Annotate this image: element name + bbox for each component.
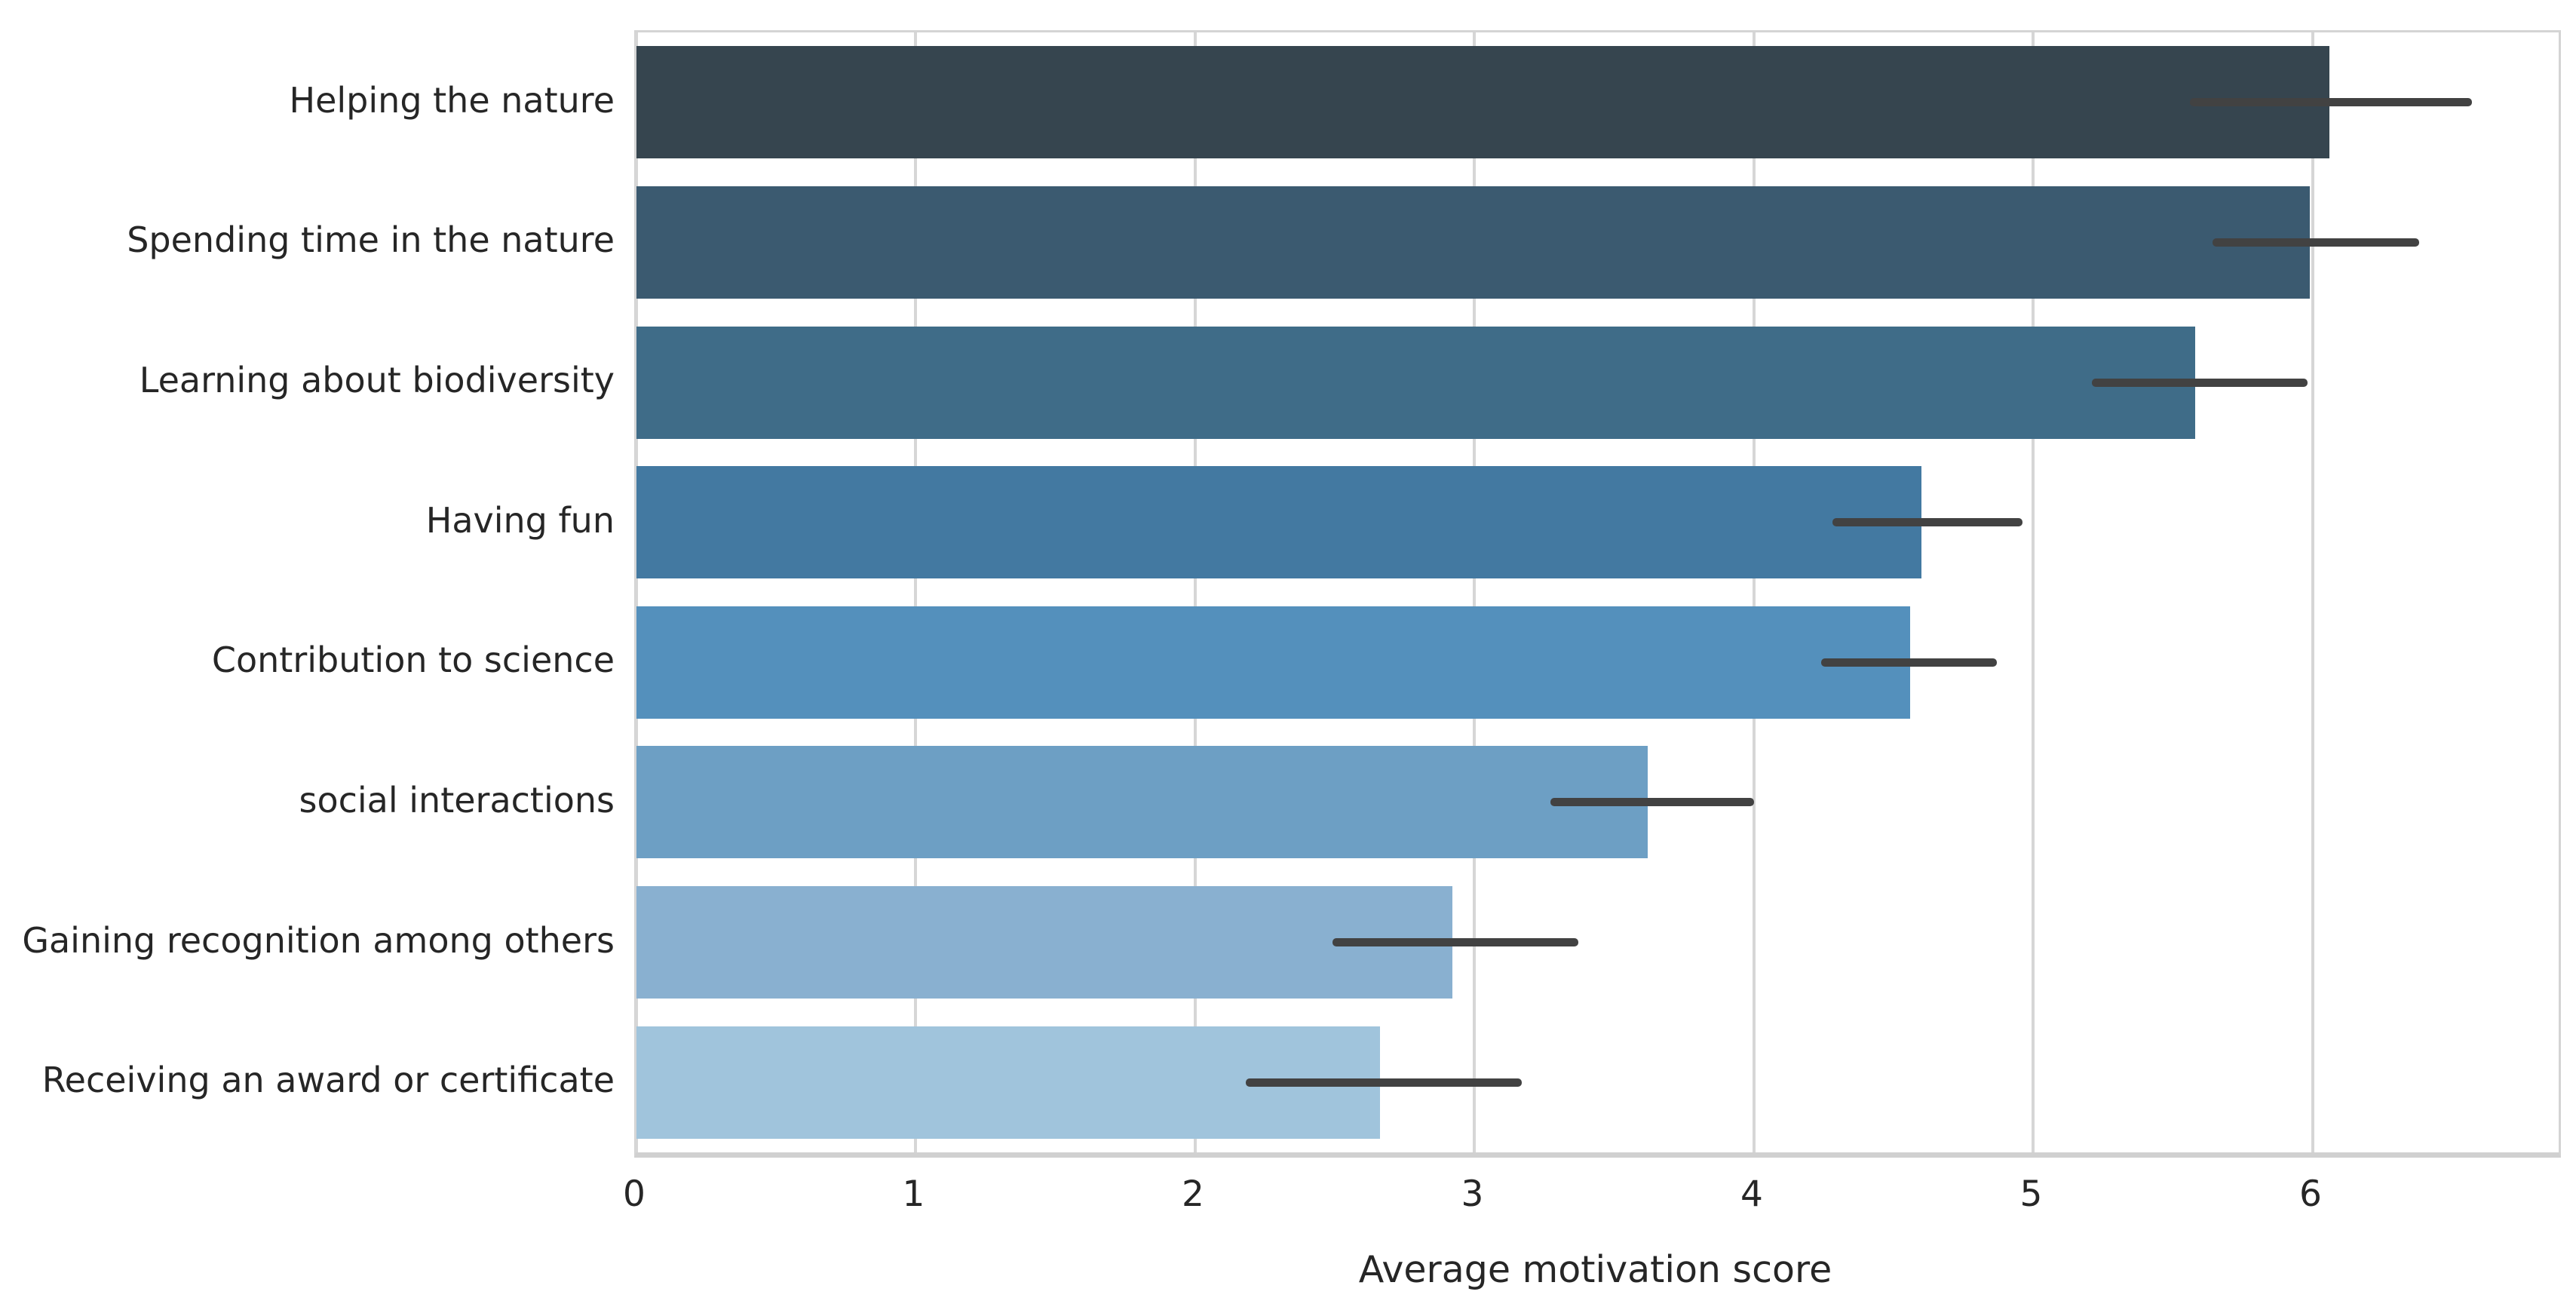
bar [636,606,1911,719]
error-bar [2212,238,2419,247]
x-tick-label: 3 [1461,1173,1484,1215]
bar [636,746,1648,859]
y-axis-label: Contribution to science [211,640,615,681]
x-tick-label: 0 [623,1173,646,1215]
error-bar [2092,378,2308,387]
x-axis-title: Average motivation score [1358,1248,1832,1291]
y-axis-label: Helping the nature [289,79,615,121]
gridline-x0 [635,32,638,1152]
x-tick-label: 4 [1740,1173,1763,1215]
gridline-x2 [1193,32,1197,1152]
x-tick-label: 1 [902,1173,925,1215]
error-bar [1332,938,1578,947]
gridline-x4 [1752,32,1756,1152]
bar-row [636,46,2559,159]
bar [636,186,2311,299]
error-bar [2189,98,2473,107]
gridline-x1 [914,32,918,1152]
bar [636,326,2196,439]
bar-row [636,886,2559,999]
y-axis-label: Learning about biodiversity [139,360,615,401]
gridline-x5 [2032,32,2035,1152]
error-bar [1550,798,1754,807]
bar-row [636,746,2559,859]
y-axis-label: Having fun [425,499,615,541]
y-axis-label: Gaining recognition among others [22,919,615,961]
y-axis-label: Receiving an award or certificate [41,1060,615,1101]
error-bar [1832,518,2022,527]
gridline-x3 [1473,32,1477,1152]
x-tick-label: 2 [1182,1173,1204,1215]
bar-row [636,466,2559,579]
x-tick-label: 6 [2299,1173,2322,1215]
x-tick-label: 5 [2019,1173,2043,1215]
y-axis-label: Spending time in the nature [127,219,615,261]
bar [636,46,2330,159]
bar [636,466,1922,579]
error-bar [1245,1078,1523,1087]
bar-row [636,326,2559,439]
plot-area [634,30,2561,1158]
error-bar [1820,658,1998,667]
bar-row [636,1026,2559,1139]
gridline-x6 [2311,32,2314,1152]
y-axis-label: social interactions [299,779,615,821]
bar [636,886,1452,999]
bar-row [636,606,2559,719]
bar-row [636,186,2559,299]
